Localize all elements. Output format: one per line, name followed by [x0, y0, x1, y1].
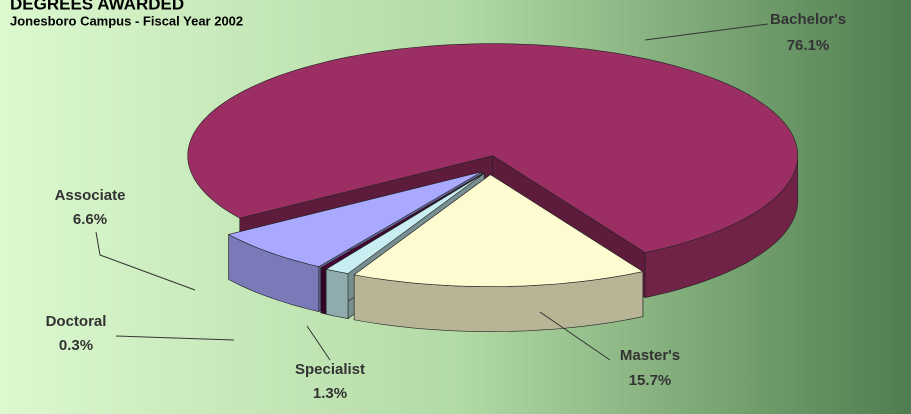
slice-label: Doctoral: [46, 313, 107, 330]
value-label: 15.7%: [629, 372, 672, 389]
chart-subtitle: Jonesboro Campus - Fiscal Year 2002: [10, 13, 243, 28]
slice-label: Master's: [620, 347, 680, 364]
leader-line: [644, 23, 769, 41]
slice: [319, 172, 484, 270]
leader-line: [115, 335, 235, 341]
leader-line: [539, 311, 611, 361]
slice-label: Specialist: [295, 361, 365, 378]
value-label: 6.6%: [73, 211, 107, 228]
value-label: 0.3%: [59, 337, 93, 354]
labels: Bachelor's 76.1% Master's 15.7% Specialist 1.…: [46, 11, 846, 402]
chart-title: DEGREES AWARDED: [10, 0, 184, 13]
value-label: 76.1%: [787, 37, 830, 54]
slice-wall: [320, 267, 326, 315]
pie: [187, 43, 799, 332]
slice-label: Associate: [55, 187, 126, 204]
slice-wall: [325, 268, 349, 319]
slice: [353, 174, 644, 287]
leader-line: [95, 231, 196, 291]
slice: [227, 171, 482, 267]
leader-line: [306, 325, 331, 361]
slice: [187, 43, 799, 253]
slice: [325, 173, 485, 274]
slice-label: Bachelor's: [770, 11, 846, 28]
value-label: 1.3%: [313, 385, 347, 402]
